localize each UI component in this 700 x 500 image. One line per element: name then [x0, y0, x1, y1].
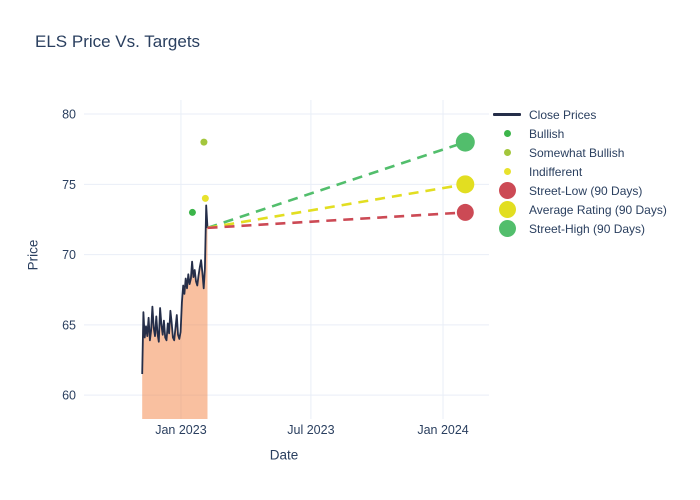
- y-tick-label: 70: [62, 248, 76, 262]
- target-marker-street-low-days: [456, 203, 474, 221]
- target-marker-average-rating-days: [456, 175, 475, 194]
- bullish-dot-icon: [492, 130, 522, 137]
- target-marker-street-high-days: [455, 132, 475, 152]
- legend-item-street-high[interactable]: Street-High (90 Days): [492, 219, 667, 238]
- legend-item-close-prices[interactable]: Close Prices: [492, 105, 667, 124]
- chart-title: ELS Price Vs. Targets: [35, 32, 201, 51]
- rating-dot-bullish: [188, 208, 196, 216]
- y-axis-title: Price: [25, 239, 41, 271]
- close-price-area: [142, 205, 208, 419]
- projection-line-street-low-days: [207, 211, 466, 230]
- legend-item-somewhat-bullish[interactable]: Somewhat Bullish: [492, 143, 667, 162]
- legend: Close Prices Bullish Somewhat Bullish In…: [492, 105, 667, 238]
- average-rating-circle-icon: [492, 201, 522, 218]
- street-low-circle-icon: [492, 182, 522, 199]
- legend-label: Somewhat Bullish: [529, 145, 625, 160]
- projection-line-street-high-days: [207, 140, 466, 230]
- legend-label: Indifferent: [529, 164, 583, 179]
- y-tick-label: 60: [62, 389, 76, 403]
- projection-line-average-rating-days: [207, 183, 466, 230]
- rating-dot-somewhat-bullish: [200, 138, 208, 146]
- legend-label: Street-High (90 Days): [529, 221, 646, 236]
- close-prices-line-icon: [492, 113, 522, 116]
- legend-item-average-rating[interactable]: Average Rating (90 Days): [492, 200, 667, 219]
- street-high-circle-icon: [492, 220, 522, 237]
- legend-item-street-low[interactable]: Street-Low (90 Days): [492, 181, 667, 200]
- legend-label: Average Rating (90 Days): [529, 202, 667, 217]
- indifferent-dot-icon: [492, 168, 522, 175]
- legend-label: Close Prices: [529, 107, 597, 122]
- x-tick-label: Jan 2023: [155, 423, 206, 437]
- x-tick-label: Jan 2024: [417, 423, 468, 437]
- legend-item-indifferent[interactable]: Indifferent: [492, 162, 667, 181]
- x-axis-title: Date: [269, 447, 299, 463]
- legend-label: Street-Low (90 Days): [529, 183, 643, 198]
- x-tick-label: Jul 2023: [287, 423, 334, 437]
- y-tick-label: 80: [62, 108, 76, 122]
- y-tick-label: 75: [62, 178, 76, 192]
- y-tick-label: 65: [62, 318, 76, 332]
- rating-dot-indifferent: [201, 194, 209, 202]
- legend-item-bullish[interactable]: Bullish: [492, 124, 667, 143]
- legend-label: Bullish: [529, 126, 565, 141]
- somewhat-bullish-dot-icon: [492, 149, 522, 156]
- close-price-line: [141, 204, 209, 375]
